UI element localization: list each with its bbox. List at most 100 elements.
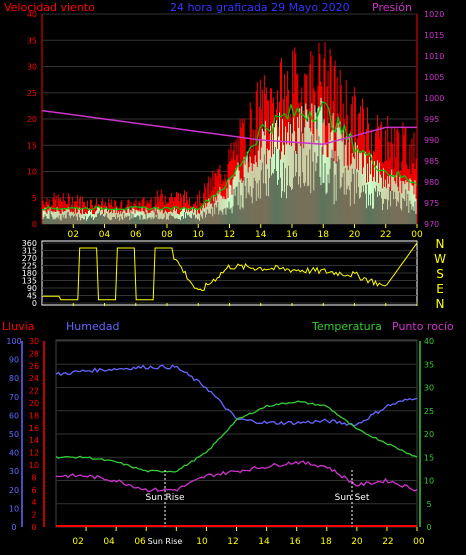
temperature-tick-label: 40: [424, 337, 434, 346]
direction-letter: W: [434, 252, 446, 266]
pressure-line: [41, 109, 417, 145]
rain-tick-label: 14: [29, 436, 39, 445]
sunrise-axis-label: Sun Rise: [148, 537, 183, 546]
pressure-tick-label: 980: [424, 178, 439, 187]
bottom-time-label: 16: [289, 537, 301, 547]
pressure-tick-label: 1020: [424, 10, 444, 19]
humidity-tick-label: 40: [9, 449, 19, 458]
temperature-tick-label: 0: [426, 523, 431, 532]
sunset-label: Sun Set: [335, 493, 370, 503]
pressure-tick-label: 1015: [424, 31, 444, 40]
wind-tick-label: 25: [27, 89, 37, 98]
rain-tick-label: 26: [29, 362, 39, 371]
humidity-tick-label: 80: [9, 374, 19, 383]
humidity-tick-label: 70: [9, 393, 19, 402]
humidity-tick-label: 20: [9, 486, 19, 495]
temperature-tick-label: 20: [424, 430, 434, 439]
pressure-tick-label: 1005: [424, 73, 444, 82]
temperature-tick-label: 25: [424, 407, 434, 416]
rain-tick-label: 10: [29, 461, 39, 470]
rain-tick-label: 12: [29, 449, 39, 458]
direction-tick-label: 0: [32, 299, 37, 308]
wind-time-label: 14: [255, 230, 267, 240]
pressure-tick-label: 990: [424, 136, 439, 145]
rain-tick-label: 22: [29, 387, 39, 396]
bottom-time-label: 14: [258, 537, 270, 547]
direction-line: [42, 242, 418, 301]
pressure-label: Presión: [372, 1, 412, 14]
pressure-tick-label: 970: [424, 220, 439, 229]
pressure-tick-label: 1010: [424, 52, 444, 61]
temperature-line: [55, 400, 418, 473]
wind-time-label: 10: [193, 230, 205, 240]
wind-avg-line: [42, 101, 418, 211]
rain-tick-label: 30: [29, 337, 39, 346]
humidity-label: Humedad: [66, 320, 119, 333]
direction-letter: N: [436, 237, 445, 251]
direction-tick-label: 135: [22, 277, 37, 286]
rain-tick-label: 2: [31, 511, 36, 520]
wind-time-label: 22: [380, 230, 391, 240]
bottom-time-label: 10: [196, 537, 208, 547]
sunrise-label: Sun Rise: [146, 493, 185, 503]
direction-tick-label: 225: [22, 262, 37, 271]
wind-time-label: 16: [286, 230, 298, 240]
direction-tick-label: 90: [27, 284, 37, 293]
wind-time-label: 04: [99, 230, 111, 240]
wind-tick-label: 15: [27, 141, 37, 150]
temperature-label: Temperatura: [311, 320, 382, 333]
wind-time-label: 20: [349, 230, 361, 240]
humidity-tick-label: 10: [9, 504, 19, 513]
rain-tick-label: 28: [29, 349, 39, 358]
rain-tick-label: 18: [29, 411, 39, 420]
rain-tick-label: 24: [29, 374, 39, 383]
wind-tick-label: 20: [27, 115, 37, 124]
rain-label: Lluvia: [2, 320, 34, 333]
direction-letter: N: [436, 297, 445, 311]
humidity-tick-label: 100: [6, 337, 21, 346]
pressure-tick-label: 985: [424, 157, 439, 166]
temperature-tick-label: 30: [424, 384, 434, 393]
wind-time-label: 08: [161, 230, 173, 240]
direction-letter: S: [436, 267, 444, 281]
humidity-tick-label: 60: [9, 411, 19, 420]
wind-speed-label: Velocidad viento: [4, 1, 95, 14]
wind-time-label: 00: [411, 230, 423, 240]
rain-tick-label: 6: [31, 486, 36, 495]
bottom-time-label: 22: [382, 537, 393, 547]
dewpoint-label: Punto rocío: [392, 320, 454, 333]
temperature-tick-label: 15: [424, 453, 434, 462]
bottom-time-label: 12: [227, 537, 238, 547]
bottom-time-label: 20: [351, 537, 363, 547]
pressure-tick-label: 975: [424, 199, 439, 208]
rain-tick-label: 8: [31, 473, 36, 482]
temperature-tick-label: 35: [424, 360, 434, 369]
temperature-tick-label: 5: [426, 500, 431, 509]
bottom-time-label: 18: [320, 537, 332, 547]
wind-tick-label: 40: [27, 10, 37, 19]
wind-tick-label: 5: [32, 194, 37, 203]
wind-time-label: 02: [68, 230, 79, 240]
rain-tick-label: 16: [29, 424, 39, 433]
humidity-tick-label: 0: [11, 523, 16, 532]
bottom-time-label: 04: [103, 537, 115, 547]
humidity-line: [55, 364, 418, 427]
humidity-tick-label: 30: [9, 467, 19, 476]
direction-tick-label: 360: [22, 239, 37, 248]
direction-tick-label: 270: [22, 254, 37, 263]
dewpoint-line: [55, 460, 418, 493]
chart-title: 24 hora graficada 29 Mayo 2020: [170, 1, 350, 14]
direction-tick-label: 45: [27, 292, 37, 301]
humidity-tick-label: 50: [9, 430, 19, 439]
direction-letter: E: [436, 282, 444, 296]
wind-tick-label: 0: [32, 220, 37, 229]
wind-tick-label: 10: [27, 168, 37, 177]
bottom-time-label: 02: [72, 537, 83, 547]
wind-time-label: 18: [318, 230, 330, 240]
wind-time-label: 12: [224, 230, 235, 240]
wind-tick-label: 30: [27, 63, 37, 72]
bottom-time-label: 00: [413, 537, 425, 547]
rain-tick-label: 4: [31, 498, 36, 507]
wind-time-label: 06: [130, 230, 142, 240]
